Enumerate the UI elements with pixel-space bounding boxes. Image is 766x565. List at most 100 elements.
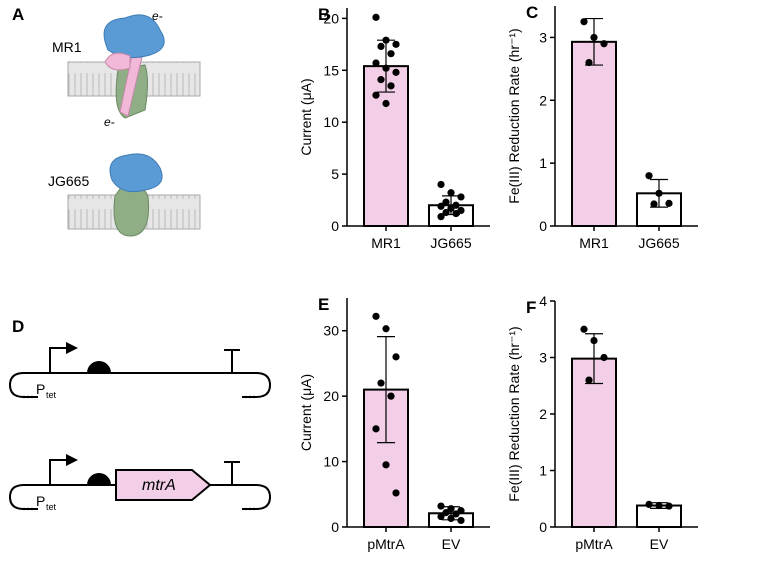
y-tick-label: 10: [323, 454, 339, 470]
data-point: [387, 82, 395, 90]
data-point: [392, 353, 400, 361]
data-point: [392, 489, 400, 497]
strain-label: MR1: [52, 39, 82, 55]
data-point: [447, 204, 455, 212]
data-point: [447, 505, 455, 513]
bar: [363, 65, 409, 227]
panel-label: B: [318, 5, 330, 24]
data-point: [442, 509, 450, 517]
x-tick-label: EV: [442, 536, 461, 552]
data-point: [437, 213, 445, 221]
data-point: [447, 189, 455, 197]
data-point: [590, 336, 598, 345]
data-point: [665, 502, 673, 510]
y-tick-label: 3: [539, 350, 547, 366]
data-point: [665, 199, 673, 207]
panel-label: D: [12, 317, 24, 336]
data-point: [382, 36, 390, 44]
y-tick-label: 4: [539, 293, 547, 309]
data-point: [580, 325, 588, 333]
plasmid: [8, 347, 272, 510]
promoter-label: P: [36, 493, 45, 509]
data-point: [590, 33, 598, 42]
data-point: [655, 501, 663, 510]
data-point: [377, 76, 385, 84]
promoter-sub: tet: [46, 502, 57, 512]
data-point: [382, 99, 390, 108]
y-tick-label: 1: [539, 463, 547, 479]
data-point: [437, 202, 445, 210]
data-point: [600, 353, 608, 362]
data-point: [382, 64, 390, 72]
data-point: [452, 209, 460, 218]
y-axis-label: Current (μA): [298, 374, 314, 451]
y-tick-label: 2: [539, 406, 547, 422]
x-tick-label: JG665: [638, 235, 679, 251]
y-tick-label: 2: [539, 92, 547, 108]
data-point: [392, 40, 400, 48]
protein: [109, 153, 163, 193]
protein: [103, 14, 165, 59]
promoter-label: P: [36, 381, 45, 397]
data-point: [655, 189, 663, 197]
bar: [571, 40, 617, 228]
x-tick-label: MR1: [371, 235, 401, 251]
data-point: [442, 198, 450, 206]
promoter-sub: tet: [46, 390, 57, 400]
data-point: [377, 42, 385, 51]
data-point: [372, 13, 380, 21]
data-point: [600, 40, 608, 48]
data-point: [387, 392, 395, 400]
data-point: [580, 18, 588, 26]
y-tick-label: 3: [539, 29, 547, 45]
data-point: [650, 200, 658, 208]
gene-label: mtrA: [142, 477, 176, 494]
y-tick-label: 30: [323, 323, 339, 339]
x-tick-label: EV: [650, 536, 669, 552]
data-point: [377, 379, 385, 387]
x-tick-label: JG665: [430, 235, 471, 251]
data-point: [372, 91, 380, 99]
dots: [22, 395, 256, 511]
y-tick-label: 0: [539, 218, 547, 234]
panel-label: C: [526, 3, 538, 22]
data-point: [457, 193, 465, 201]
protein: [104, 52, 131, 71]
data-point: [457, 516, 465, 525]
panel-label: F: [526, 298, 536, 317]
y-axis-label: Fe(III) Reduction Rate (hr⁻¹): [506, 28, 522, 203]
data-point: [452, 510, 460, 518]
error-bar: [377, 336, 395, 444]
promoter-arrow: [66, 342, 78, 466]
data-point: [585, 376, 593, 384]
y-tick-label: 1: [539, 155, 547, 171]
electron-label: e-: [152, 9, 163, 23]
data-point: [442, 208, 450, 217]
y-tick-label: 0: [539, 519, 547, 535]
data-point: [437, 180, 445, 189]
data-point: [382, 461, 390, 469]
data-point: [372, 425, 380, 433]
data-point: [437, 502, 445, 510]
y-tick-label: 5: [331, 166, 339, 182]
y-tick-label: 10: [323, 114, 339, 130]
data-point: [392, 68, 400, 76]
electron-label: e-: [104, 115, 115, 129]
x-tick-label: pMtrA: [367, 536, 405, 552]
rbs: [87, 361, 111, 485]
x-tick-label: pMtrA: [575, 536, 613, 552]
gene: [115, 469, 212, 501]
y-tick-label: 20: [323, 388, 339, 404]
data-point: [585, 58, 593, 67]
panel-label: E: [318, 295, 329, 314]
data-point: [645, 172, 653, 180]
strain-label: JG665: [48, 173, 89, 189]
x-tick-label: MR1: [579, 235, 609, 251]
y-tick-label: 20: [323, 10, 339, 26]
data-point: [382, 325, 390, 333]
data-point: [447, 514, 455, 523]
data-point: [437, 512, 445, 521]
y-tick-label: 0: [331, 519, 339, 535]
data-point: [645, 500, 653, 508]
